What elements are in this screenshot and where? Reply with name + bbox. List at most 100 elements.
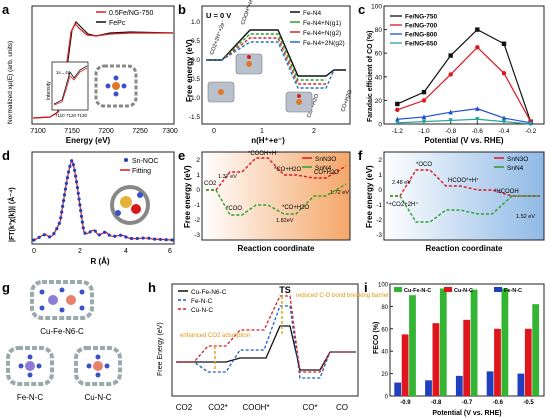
- panel-h: h Free Energy (eV) CO2 CO2* COOH* CO* CO…: [148, 280, 389, 412]
- panel-h-xtick: CO*: [302, 403, 317, 412]
- panel-i-ylabel: FECO (%): [373, 322, 380, 354]
- panel-c-data-point: [448, 72, 453, 77]
- panel-c-data-point: [395, 101, 400, 107]
- panel-i-bar: [439, 288, 447, 396]
- panel-i-bar: [432, 323, 440, 396]
- panel-h-xtick: CO2: [176, 403, 193, 412]
- panel-c-data-point: [448, 53, 453, 58]
- panel-i-bar: [401, 334, 409, 396]
- panel-c-data-point: [475, 27, 480, 32]
- panel-c-data-point: [528, 121, 533, 127]
- panel-b-letter: b: [178, 2, 186, 17]
- panel-d-data-point: [170, 238, 174, 242]
- panel-a-legend-reference: FePc: [109, 20, 126, 27]
- panel-i-bar: [463, 319, 471, 396]
- panel-e-yticks: 2 1 0 -1 -2 -3: [194, 157, 200, 239]
- panel-c-series: [395, 27, 533, 127]
- panel-a-axes: [31, 5, 175, 125]
- panel-c-data-point: [395, 107, 400, 113]
- panel-i-bar: [532, 304, 540, 396]
- panel-a-curve-sample: [32, 22, 173, 119]
- svg-text:reduced C-O bond breaking barr: reduced C-O bond breaking barrier: [296, 293, 389, 299]
- panel-c-data-point: [475, 45, 480, 50]
- panel-f-label: *+CO2+2H⁺: [386, 201, 419, 208]
- panel-f-ytick: -1: [376, 202, 382, 209]
- panel-d-data-point: [65, 176, 70, 180]
- panel-e-ytick: 1: [196, 172, 200, 179]
- panel-c-data-point: [475, 117, 480, 122]
- panel-i: i FECO (%) Potential (V vs. RHE) 0 20 40 60…: [364, 280, 545, 417]
- panel-a: a Normalized xμ(E) (arb. units) Energy (…: [2, 2, 178, 145]
- panel-d-data-point: [57, 221, 61, 225]
- panel-c-ylabel: Faradaic efficient of CO (%): [367, 31, 374, 122]
- panel-e-barrier: 1.82eV: [276, 218, 294, 224]
- panel-c-data-point: [448, 109, 453, 115]
- panel-b-ytick: -0.5: [189, 76, 201, 83]
- panel-e-legend-item: SnN4: [315, 165, 332, 172]
- panel-i-bar: [501, 288, 509, 396]
- panel-d-data-point: [60, 210, 64, 214]
- panel-f-path-sn-n3o: [390, 169, 540, 197]
- panel-i-xtick: -0.7: [462, 400, 473, 406]
- panel-b-annotation: CO2+2H⁺+2e⁻: [208, 19, 227, 56]
- panel-f-legend-item: SnN4: [507, 165, 524, 172]
- panel-c-data-point: [501, 41, 507, 46]
- panel-h-legend-item: Cu-Fe-N6-C: [191, 289, 227, 296]
- panel-d-data-point: [61, 204, 65, 208]
- panel-d-data-point: [88, 230, 92, 234]
- panel-d-fit-curve: [33, 158, 173, 241]
- panel-c-xtick: -0.6: [472, 128, 484, 135]
- panel-d-data-point: [71, 163, 76, 167]
- panel-d-legend-fit: Fitting: [132, 168, 151, 175]
- panel-i-bars: [394, 288, 540, 396]
- panel-g-label: Fe-N-C: [17, 393, 43, 402]
- panel-d-legend-marker: [124, 158, 128, 162]
- panel-i-ytick: 20: [381, 372, 388, 378]
- panel-d-data-point: [75, 185, 80, 190]
- panel-i-legend-item: Cu-N-C: [454, 288, 473, 294]
- panel-d-data-point: [113, 234, 117, 238]
- panel-b-annotation: CO+H2O: [340, 89, 354, 113]
- panel-a-inset-curve-sample: [53, 67, 88, 106]
- panel-d-data-point: [158, 237, 163, 242]
- panel-i-bar: [394, 382, 402, 396]
- panel-a-xtick: 7100: [30, 128, 46, 135]
- panel-i-bar: [494, 328, 501, 396]
- panel-c-ytick: 80: [375, 27, 383, 34]
- panel-e-path-sn-n3o: [206, 157, 347, 191]
- panel-b-structure-thumbnails: [207, 53, 313, 113]
- panel-f-label: HCOO*+H⁺: [448, 177, 479, 184]
- panel-d-xtick: 6: [168, 248, 172, 255]
- panel-c-xtick: -1.0: [418, 128, 430, 135]
- panel-f-ytick: -2: [376, 217, 382, 224]
- panel-b-ytick: -1.0: [189, 95, 201, 102]
- panel-i-bar: [425, 380, 432, 396]
- panel-d-data-point: [83, 231, 87, 235]
- panel-d-axes: [31, 151, 175, 245]
- panel-f-ytick: 1: [378, 172, 382, 179]
- panel-f-ytick: 2: [378, 157, 382, 164]
- panel-h-ts-label: TS: [279, 285, 291, 295]
- panel-d-data-point: [153, 237, 157, 241]
- cu-fe-n6-c-structure: [30, 280, 94, 320]
- panel-a-xtick: 7150: [64, 128, 80, 135]
- panel-i-ytick: 80: [381, 305, 388, 311]
- panel-d-xtick: 4: [124, 248, 128, 255]
- panel-f-ytick: -3: [376, 232, 382, 239]
- panel-d-data-point: [78, 203, 82, 207]
- panel-c-series-line: [397, 28, 532, 122]
- panel-c-data-point: [421, 89, 427, 95]
- panel-b-ytick: 0.5: [191, 38, 200, 45]
- panel-d-data-point: [52, 232, 56, 236]
- panel-a-inset-ylabel: Intensity: [46, 81, 52, 100]
- panel-d-data-point: [107, 233, 111, 237]
- panel-d-data-point: [64, 181, 69, 186]
- panel-e-label: *CO+H2O: [274, 167, 302, 173]
- panel-i-ytick: 0: [385, 395, 389, 401]
- panel-b-xtick: 2: [312, 128, 316, 135]
- panel-f-label: *OCO: [416, 162, 432, 168]
- panel-i-legend-item: Fe-N-C: [504, 288, 522, 294]
- panel-h-xtick: CO: [336, 403, 348, 412]
- panel-b-legend-item: Fe-N4+N(g2): [303, 30, 341, 37]
- panel-e-label: CO+H2O: [314, 170, 339, 176]
